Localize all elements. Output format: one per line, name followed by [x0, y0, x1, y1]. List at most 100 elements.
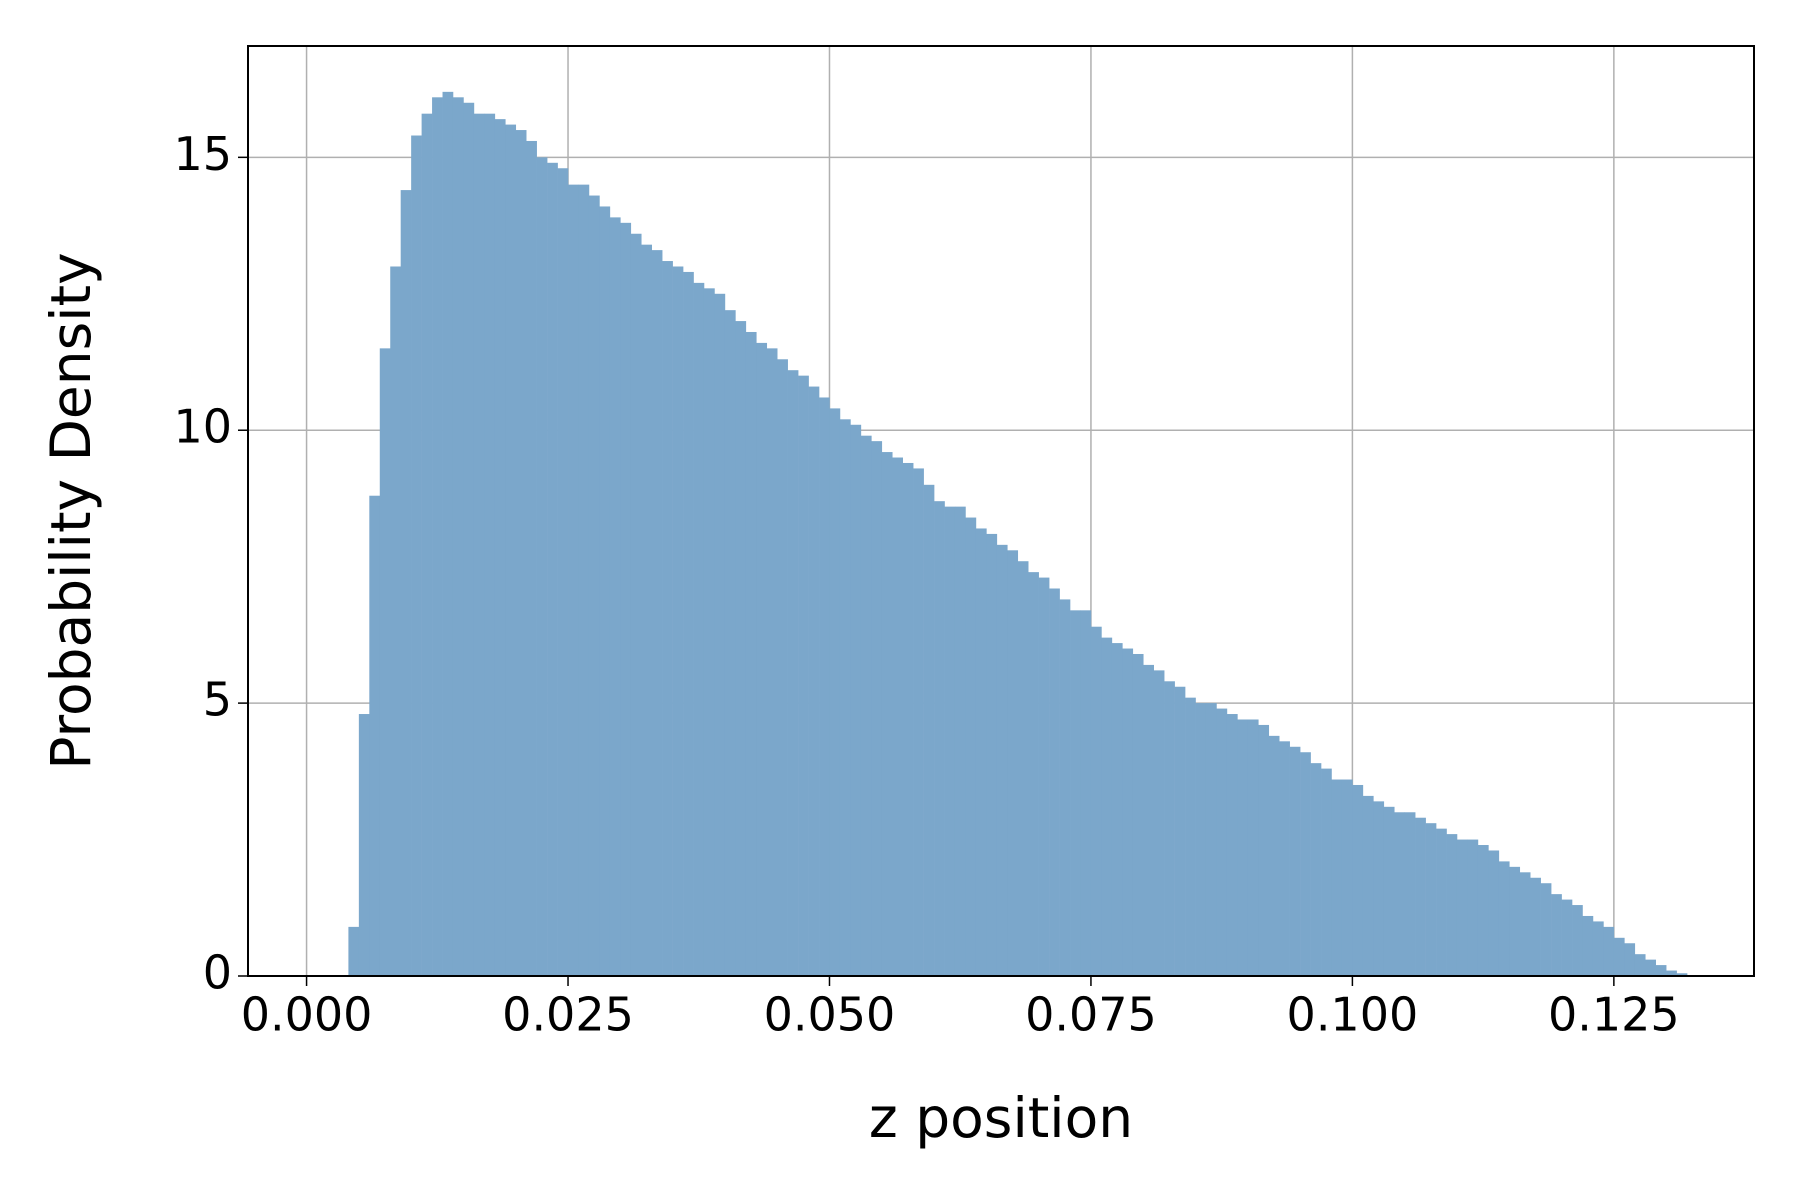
histogram-bar [1226, 714, 1238, 976]
histogram-bar [724, 310, 736, 977]
histogram-bar [1059, 599, 1071, 976]
histogram-bar [1070, 610, 1081, 976]
y-tick-label: 0 [203, 946, 232, 1000]
y-tick-label: 5 [203, 673, 232, 727]
x-tick-label: 0.075 [1025, 988, 1157, 1042]
histogram-bar [411, 135, 422, 976]
histogram-bar [975, 528, 987, 976]
histogram-bar [1164, 681, 1175, 976]
histogram-bar [954, 506, 966, 976]
histogram-bar [390, 266, 401, 977]
histogram-bar [651, 250, 663, 976]
bars [348, 91, 1688, 977]
histogram-bar [1666, 970, 1677, 976]
histogram-bar [1613, 937, 1625, 976]
histogram-bar [369, 495, 381, 976]
histogram-bar [1247, 719, 1259, 976]
histogram-bar [714, 293, 726, 976]
histogram-bar [630, 233, 642, 977]
histogram-bar [902, 462, 914, 977]
histogram-bar [1551, 894, 1562, 976]
histogram-bar [358, 714, 370, 976]
histogram-bar [1634, 954, 1646, 976]
histogram-bar [536, 157, 548, 977]
histogram-bar [1509, 866, 1521, 976]
histogram-bar [1624, 943, 1636, 976]
histogram-bar [850, 424, 862, 977]
histogram-bar [1028, 572, 1039, 976]
plot-frame [247, 45, 1755, 977]
y-tick-label: 15 [173, 127, 232, 181]
histogram-bar [1195, 703, 1207, 976]
histogram-bar [944, 506, 956, 976]
histogram-bar [1582, 915, 1594, 976]
histogram-bar [871, 441, 883, 976]
histogram-bar [965, 517, 977, 976]
histogram-bar [703, 288, 715, 976]
histogram-bar [1540, 883, 1552, 976]
histogram-bar [1498, 861, 1510, 976]
histogram-bar [1341, 779, 1353, 976]
histogram-bar [505, 124, 517, 976]
histogram-bar [1216, 708, 1228, 976]
histogram-bar [526, 140, 537, 976]
histogram-bar [1446, 834, 1458, 976]
histogram-bar [839, 419, 851, 977]
histogram-bar [1310, 763, 1322, 976]
histogram-bar [1258, 724, 1270, 976]
histogram-bar [1143, 664, 1154, 976]
histogram-bar [996, 544, 1008, 976]
histogram-bar [1237, 719, 1249, 976]
histogram-bar [662, 261, 673, 976]
histogram-bar [1185, 697, 1196, 976]
histogram-bar [452, 97, 464, 977]
histogram-bar [599, 206, 611, 976]
x-tick-label: 0.100 [1287, 988, 1419, 1042]
histogram-bar [1488, 850, 1500, 976]
x-tick-label: 0.125 [1548, 988, 1680, 1042]
histogram-bar [913, 468, 924, 976]
histogram-bar [1289, 746, 1301, 976]
x-tick-label: 0.025 [502, 988, 634, 1042]
histogram-bar [1101, 637, 1113, 976]
histogram-bar [1394, 812, 1405, 976]
histogram-bar [1655, 965, 1667, 976]
ticks: 0.000 0.025 0.050 0.075 0.100 0.125 0 5 10 15 [173, 127, 1679, 1042]
histogram-bar [1007, 550, 1019, 976]
histogram-bar [1268, 735, 1280, 976]
histogram-bar [766, 348, 778, 977]
histogram-bar [693, 282, 705, 976]
histogram-bar [1111, 643, 1123, 976]
histogram-bar [1362, 795, 1374, 976]
histogram-bar [1153, 670, 1165, 976]
y-tick-label: 10 [173, 400, 232, 454]
histogram-bar [578, 184, 590, 976]
histogram-bar [1592, 921, 1604, 976]
x-tick-label: 0.000 [241, 988, 373, 1042]
histogram-bar [808, 386, 820, 977]
x-axis-label: z position [869, 1086, 1133, 1150]
histogram-bar [1415, 817, 1426, 976]
histogram-bar [1425, 823, 1437, 976]
histogram-bar [1456, 839, 1468, 976]
histogram-bar [756, 342, 768, 977]
histogram-bar [379, 348, 391, 977]
histogram-bar [1038, 577, 1050, 976]
histogram-bar [432, 97, 443, 977]
histogram-bar [588, 195, 600, 977]
histogram-bar [1090, 626, 1102, 976]
histogram-bar [568, 184, 579, 976]
histogram-bar [1352, 784, 1364, 976]
histogram-bar [473, 113, 485, 977]
histogram-bar [881, 452, 893, 976]
histogram-bar [1572, 905, 1583, 976]
histogram-bar [515, 130, 527, 976]
histogram-bar [934, 501, 945, 976]
histogram-bar [1436, 828, 1447, 976]
histogram-bar [735, 321, 747, 976]
histogram-bar [829, 408, 841, 976]
histogram-bar [1017, 561, 1029, 976]
histogram-bar [620, 222, 632, 976]
histogram-bar [1321, 768, 1332, 976]
